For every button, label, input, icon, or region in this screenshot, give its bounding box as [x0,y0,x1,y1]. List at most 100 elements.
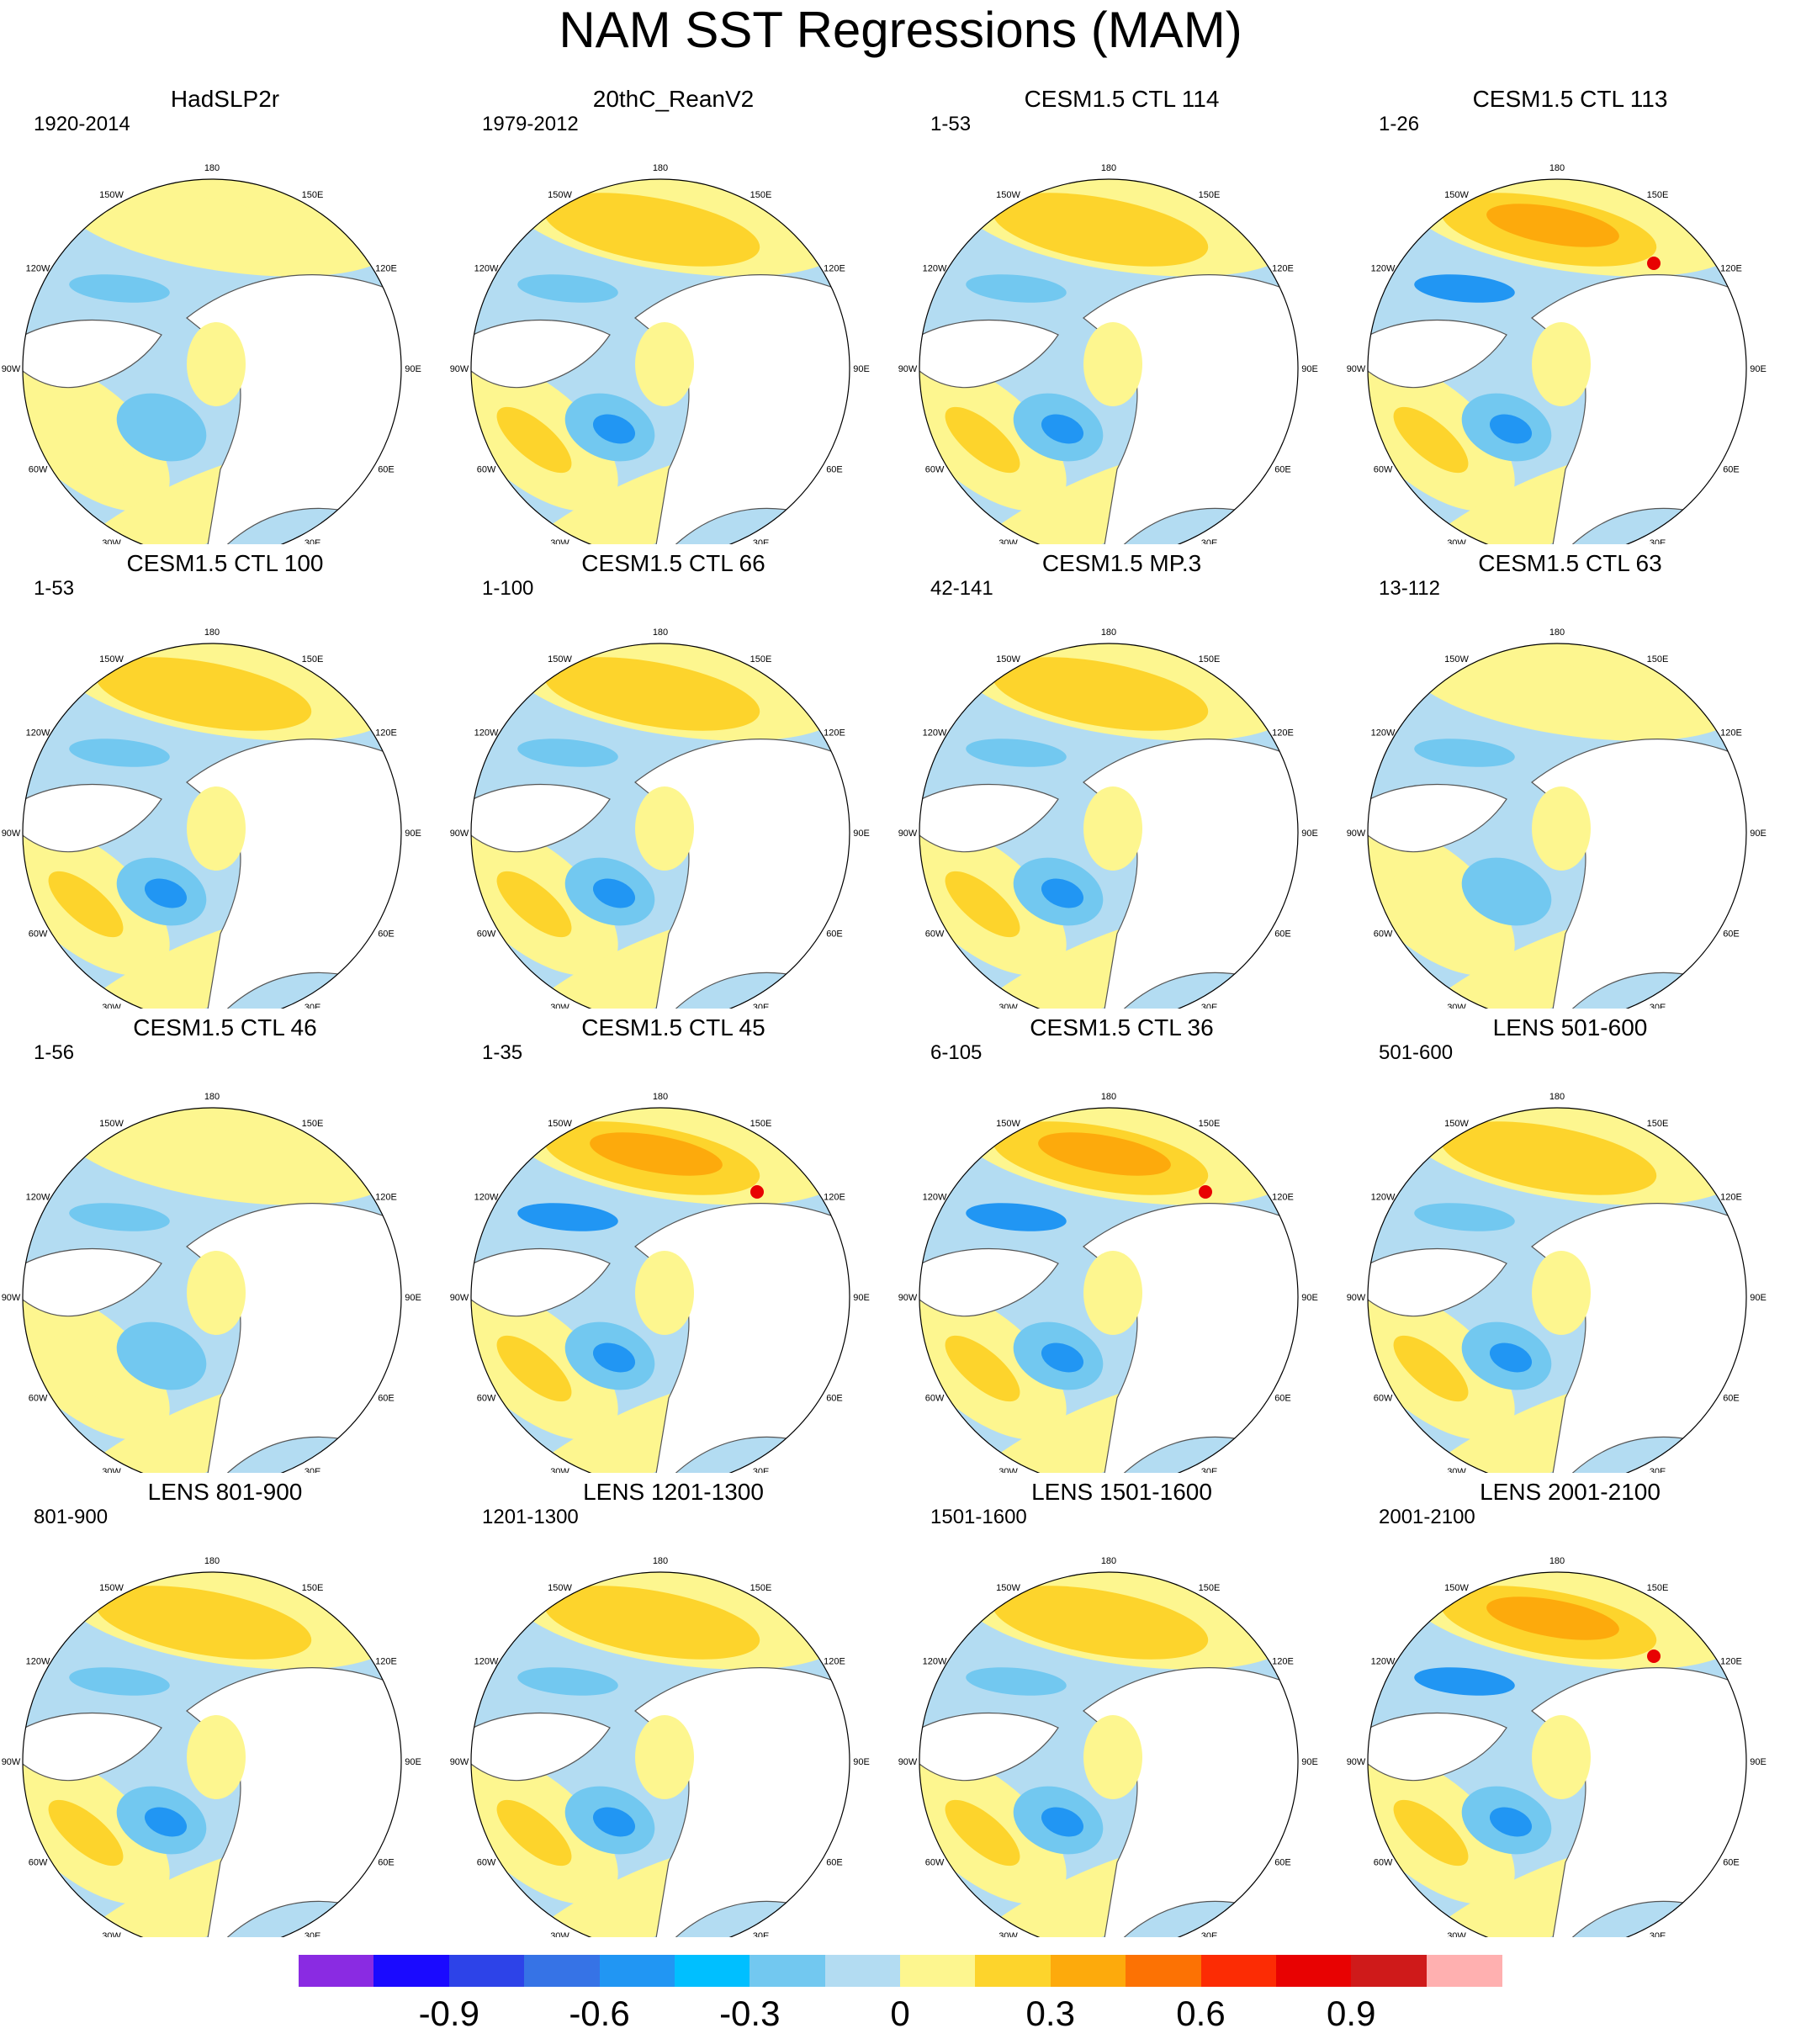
longitude-label: 150E [1647,1119,1669,1129]
longitude-label: 90E [405,364,421,374]
longitude-label: 30E [1201,538,1218,544]
longitude-label: 30W [550,1931,569,1937]
polar-sst-map: 180150E120E90E60E30E030W60W90W120W150W [898,163,1318,544]
sst-field [23,179,401,544]
longitude-label: 30W [998,1003,1018,1009]
longitude-label: 180 [204,1092,220,1102]
map-panel: LENS 501-600501-600180150E120E90E60E30E0… [1345,1014,1795,1473]
panel-period-label: 1-100 [482,577,534,600]
sst-field [1368,643,1746,1009]
longitude-label: 30W [1447,538,1466,544]
longitude-label: 90W [450,364,469,374]
longitude-label: 60E [1274,1858,1291,1868]
longitude-label: 150W [996,1583,1020,1593]
sst-field [919,643,1298,1009]
longitude-label: 60E [378,1858,395,1868]
map-panel: CESM1.5 CTL 63 13-112 180 150E 120E 90E 60E 30E… [1345,550,1795,1009]
longitude-label: 90E [405,1757,421,1767]
longitude-label: 90W [898,829,918,839]
longitude-label: 150W [996,1119,1020,1129]
longitude-label: 120E [1272,1657,1294,1667]
longitude-label: 120E [824,1657,845,1667]
longitude-label: 30E [1650,1931,1666,1937]
longitude-label: 120W [1371,264,1396,274]
longitude-label: 120W [26,264,50,274]
longitude-label: 150W [99,190,124,200]
panel-period-label: 501-600 [1379,1041,1454,1064]
longitude-label: 120W [26,1193,50,1203]
longitude-label: 30W [998,1931,1018,1937]
longitude-label: 120E [375,728,397,739]
longitude-label: 180 [204,1556,220,1566]
longitude-label: 150E [750,1119,772,1129]
longitude-label: 30E [1201,1003,1218,1009]
panel-title: CESM1.5 CTL 46 [133,1014,317,1041]
longitude-label: 30W [102,538,121,544]
longitude-label: 60W [477,929,496,940]
longitude-label: 120E [824,1193,845,1203]
map-panel: LENS 1201-1300 1201-1300 180 150E 120E 90E 60E… [448,1479,898,1937]
longitude-label: 30W [1447,1467,1466,1473]
polar-sst-map: 180150E120E90E60E30E030W60W90W120W150W [1347,163,1767,544]
longitude-label: 30W [998,538,1018,544]
longitude-label: 150E [750,654,772,665]
longitude-label: 30E [753,1931,770,1937]
longitude-label: 150E [1647,190,1669,200]
colorbar-swatch [674,1955,750,1987]
panel-title: CESM1.5 CTL 45 [581,1014,765,1041]
sst-field [1368,1108,1746,1473]
longitude-label: 90W [898,364,918,374]
longitude-label: 60E [378,1394,395,1404]
longitude-label: 30E [305,538,321,544]
panel-title: HadSLP2r [170,86,280,112]
sst-field [471,1572,850,1937]
longitude-label: 30W [550,538,569,544]
polar-sst-map: 180150E120E90E60E30E030W60W90W120W150W [450,1092,870,1473]
longitude-label: 60W [925,465,945,475]
polar-sst-map: 180150E120E90E60E30E030W60W90W120W150W [1347,627,1767,1009]
longitude-label: 150W [1444,190,1469,200]
longitude-label: 180 [1101,627,1116,638]
longitude-label: 120W [26,728,50,739]
longitude-label: 60E [826,1394,843,1404]
longitude-label: 90W [2,1757,21,1767]
longitude-label: 30E [305,1931,321,1937]
longitude-label: 30W [998,1467,1018,1473]
colorbar-swatch [1126,1955,1201,1987]
colorbar-swatch [524,1955,600,1987]
longitude-label: 90E [853,1757,870,1767]
longitude-label: 120E [375,1657,397,1667]
longitude-label: 180 [1549,627,1565,638]
longitude-label: 30E [753,538,770,544]
longitude-label: 30W [550,1467,569,1473]
colorbar-tick-label: -0.9 [418,1994,479,2033]
longitude-label: 180 [1101,1556,1116,1566]
colorbar-swatch [448,1955,525,1987]
longitude-label: 60W [29,929,48,940]
longitude-label: 180 [204,627,220,638]
map-panel: CESM1.5 CTL 661-100180150E120E90E60E30E0… [448,550,898,1009]
longitude-label: 60E [378,929,395,940]
colorbar-tick-label: -0.3 [719,1994,781,2033]
polar-sst-map: 180150E120E90E60E30E030W60W90W120W150W [898,1556,1318,1937]
longitude-label: 90W [1347,1757,1366,1767]
panel-period-label: 1-53 [930,113,972,135]
longitude-label: 90W [1347,1293,1366,1303]
map-panel: LENS 801-900801-900180150E120E90E60E30E0… [0,1479,450,1937]
longitude-label: 90W [898,1757,918,1767]
map-panel: CESM1.5 CTL 451-35180150E120E90E60E30E03… [448,1014,898,1473]
panel-title: CESM1.5 CTL 113 [1472,86,1668,112]
longitude-label: 150W [99,654,124,665]
longitude-label: 60W [477,1394,496,1404]
longitude-label: 30W [550,1003,569,1009]
longitude-label: 30W [1447,1003,1466,1009]
longitude-label: 90E [1750,364,1767,374]
map-panel: CESM1.5 CTL 1131-26180150E120E90E60E30E0… [1345,86,1795,544]
longitude-label: 150E [1199,1119,1221,1129]
colorbar-swatch [824,1955,901,1987]
longitude-label: 30W [102,1931,121,1937]
colorbar-tick-label: -0.6 [569,1994,630,2033]
longitude-label: 150W [548,654,572,665]
longitude-label: 150W [99,1583,124,1593]
colorbar-swatch [1200,1955,1277,1987]
